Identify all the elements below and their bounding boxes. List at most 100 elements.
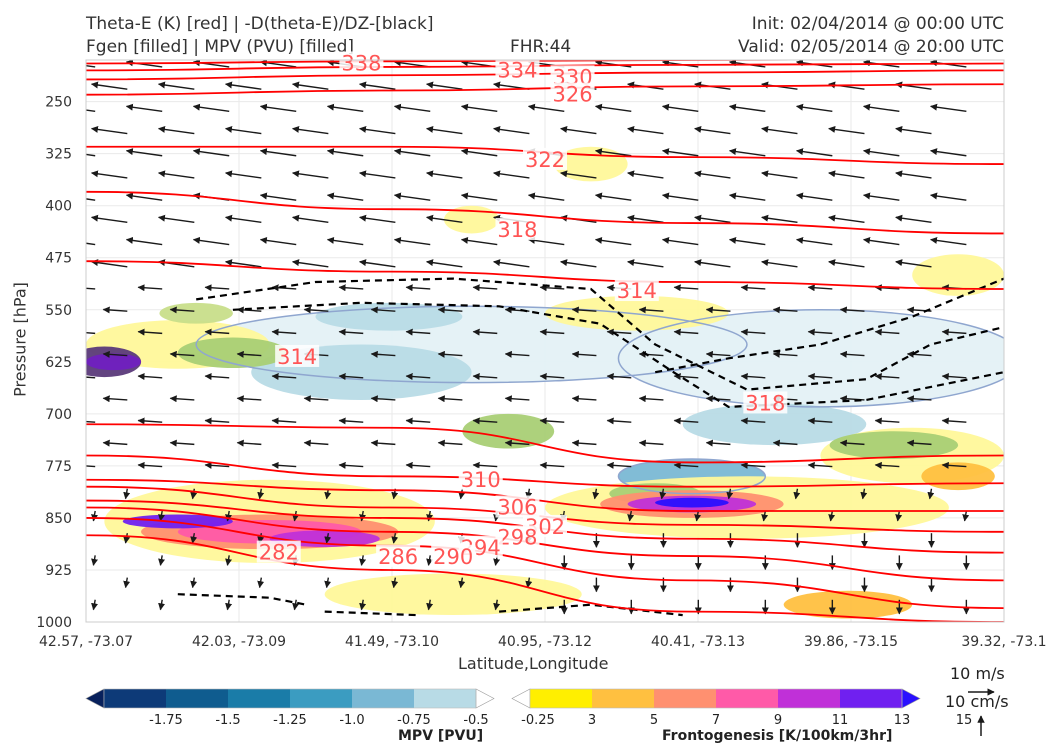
- wind-vector: [292, 599, 300, 611]
- theta-e-label-bg: [458, 467, 503, 490]
- wind-vector: [326, 148, 364, 157]
- wind-vector: [740, 373, 766, 381]
- theta-e-label: 310: [461, 468, 501, 492]
- theta-e-label-bg: [743, 391, 788, 414]
- wind-vector: [594, 192, 632, 201]
- wind-vector: [157, 170, 195, 179]
- wind-vector: [895, 170, 932, 179]
- theta-e-contour: [86, 69, 1004, 81]
- wind-vector: [828, 510, 836, 522]
- mpv-contour: [617, 309, 1004, 408]
- field-fill: [829, 431, 959, 459]
- y-tick-label: 550: [45, 303, 72, 319]
- wind-vector: [157, 214, 195, 224]
- wind-vector: [594, 103, 632, 113]
- wind-vector: [137, 328, 163, 336]
- theta-e-contour: [86, 83, 1004, 96]
- wind-vector: [86, 64, 96, 68]
- theta-e-label: 318: [497, 218, 537, 242]
- theta-e-label: 326: [552, 83, 592, 107]
- colorbar-segment: [290, 689, 353, 708]
- wind-vector: [292, 81, 329, 90]
- field-fill: [618, 309, 1004, 407]
- wind-vector: [627, 259, 664, 268]
- y-tick-label: 700: [45, 407, 72, 423]
- stability-contour: [499, 603, 683, 617]
- wind-vector: [91, 555, 98, 566]
- wind-vector: [426, 599, 434, 611]
- wind-vector: [895, 214, 932, 224]
- wind-vector: [941, 373, 967, 381]
- colorbar-segment: [592, 689, 655, 708]
- x-tick-labels: 42.57, -73.07 42.03, -73.09 41.49, -73.10 4…: [39, 634, 1047, 650]
- wind-vector: [839, 350, 865, 358]
- wind-vector: [324, 488, 332, 500]
- wind-vector: [271, 328, 297, 336]
- wind-vector: [638, 439, 664, 447]
- theta-e-contour: [86, 260, 1004, 290]
- wind-vector: [638, 395, 664, 403]
- colorbar-segment: [166, 689, 229, 708]
- wind-vector: [560, 259, 597, 268]
- theta-e-label: 298: [497, 525, 537, 549]
- wind-vector: [158, 510, 165, 522]
- wind-vector: [606, 328, 632, 336]
- y-tick-label: 250: [45, 95, 72, 111]
- wind-vector: [370, 306, 396, 314]
- wind-vector: [860, 488, 868, 500]
- wind-vector: [338, 373, 364, 381]
- wind-vector: [627, 510, 635, 522]
- theta-e-label: 282: [259, 541, 299, 565]
- wind-vector: [571, 350, 597, 358]
- wind-vector: [673, 461, 699, 469]
- wind-vector: [493, 170, 530, 179]
- wind-vector: [405, 284, 431, 292]
- colorbar-segment: [716, 689, 779, 708]
- wind-vector: [169, 350, 195, 358]
- wind-vector: [673, 328, 699, 336]
- wind-vector: [338, 284, 364, 292]
- x-tick-label: 39.86, -73.15: [804, 634, 898, 650]
- wind-vector: [86, 198, 96, 201]
- wind-vector: [86, 287, 96, 290]
- y-tick-labels: 250 325 400 475 550 625 700 775 850 925 1000: [36, 95, 72, 631]
- wind-vector: [728, 103, 766, 113]
- colorbar-tick-label: -0.75: [397, 713, 431, 728]
- wind-vector: [86, 109, 96, 113]
- wind-vector: [326, 192, 364, 201]
- wind-vector: [225, 555, 233, 566]
- wind-vector: [638, 306, 664, 314]
- wind-vector: [86, 242, 96, 246]
- wind-vector: [874, 328, 900, 336]
- wind-vector: [391, 533, 399, 544]
- wind-vector: [126, 621, 128, 622]
- wind-vector: [91, 510, 98, 522]
- wind-vector: [137, 284, 163, 292]
- y-tick-label: 925: [45, 563, 72, 579]
- wind-vector: [391, 577, 399, 589]
- stability-contour: [232, 301, 1004, 409]
- wind-vector: [761, 125, 798, 135]
- wind-vector: [86, 153, 96, 157]
- wind-vector: [224, 214, 262, 224]
- theta-e-label: 318: [745, 391, 785, 415]
- colorbar-segment: [840, 689, 903, 708]
- wind-vector: [493, 259, 530, 268]
- wind-vector: [627, 214, 664, 224]
- y-tick-label: 625: [45, 355, 72, 371]
- title-fhr: FHR:44: [510, 37, 572, 57]
- theta-e-label-bg: [275, 344, 320, 367]
- x-tick-label: 39.32, -73.1: [961, 634, 1046, 650]
- wind-vector: [504, 439, 530, 447]
- wind-vector: [169, 306, 195, 314]
- y-axis-title: Pressure [hPa]: [10, 282, 30, 397]
- x-tick-label: 40.95, -73.12: [498, 634, 592, 650]
- colorbar-tick-label: 9: [774, 713, 782, 728]
- theta-e-label-bg: [550, 82, 595, 105]
- theta-e-contour: [86, 478, 1004, 512]
- wind-vector: [627, 170, 664, 179]
- title-left-line1: Theta-E (K) [red] | -D(theta-E)/DZ-[blac…: [86, 14, 434, 34]
- wind-vector: [493, 599, 501, 611]
- wind-vector: [271, 373, 297, 381]
